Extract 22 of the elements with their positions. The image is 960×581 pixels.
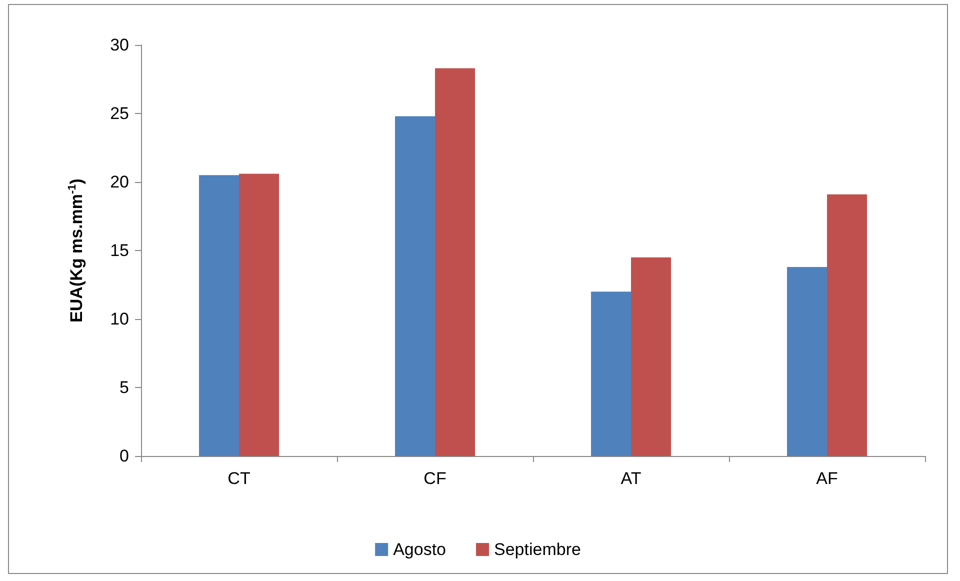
- y-axis-title: EUA(Kg ms.mm-1): [66, 178, 86, 322]
- bar: [631, 257, 671, 456]
- bar: [239, 174, 279, 456]
- y-tick-label: 10: [110, 310, 129, 328]
- bar: [199, 175, 239, 456]
- bar: [827, 194, 867, 456]
- y-tick-label: 0: [120, 446, 129, 466]
- bar: [395, 116, 435, 456]
- legend-label: Agosto: [393, 540, 446, 559]
- y-tick-label: 25: [110, 104, 129, 123]
- bar: [591, 292, 631, 456]
- x-tick-label: AT: [620, 469, 642, 488]
- y-tick-label: 5: [120, 378, 129, 397]
- x-tick-label: CT: [228, 469, 250, 488]
- bar: [435, 68, 475, 456]
- y-tick-label: 15: [110, 241, 129, 260]
- x-tick-label: CF: [424, 469, 446, 488]
- legend-label: Septiembre: [494, 540, 581, 559]
- bar: [787, 266, 827, 456]
- x-tick-label: AF: [816, 469, 838, 488]
- y-tick-label: 30: [110, 36, 129, 54]
- y-tick-label: 20: [110, 172, 129, 192]
